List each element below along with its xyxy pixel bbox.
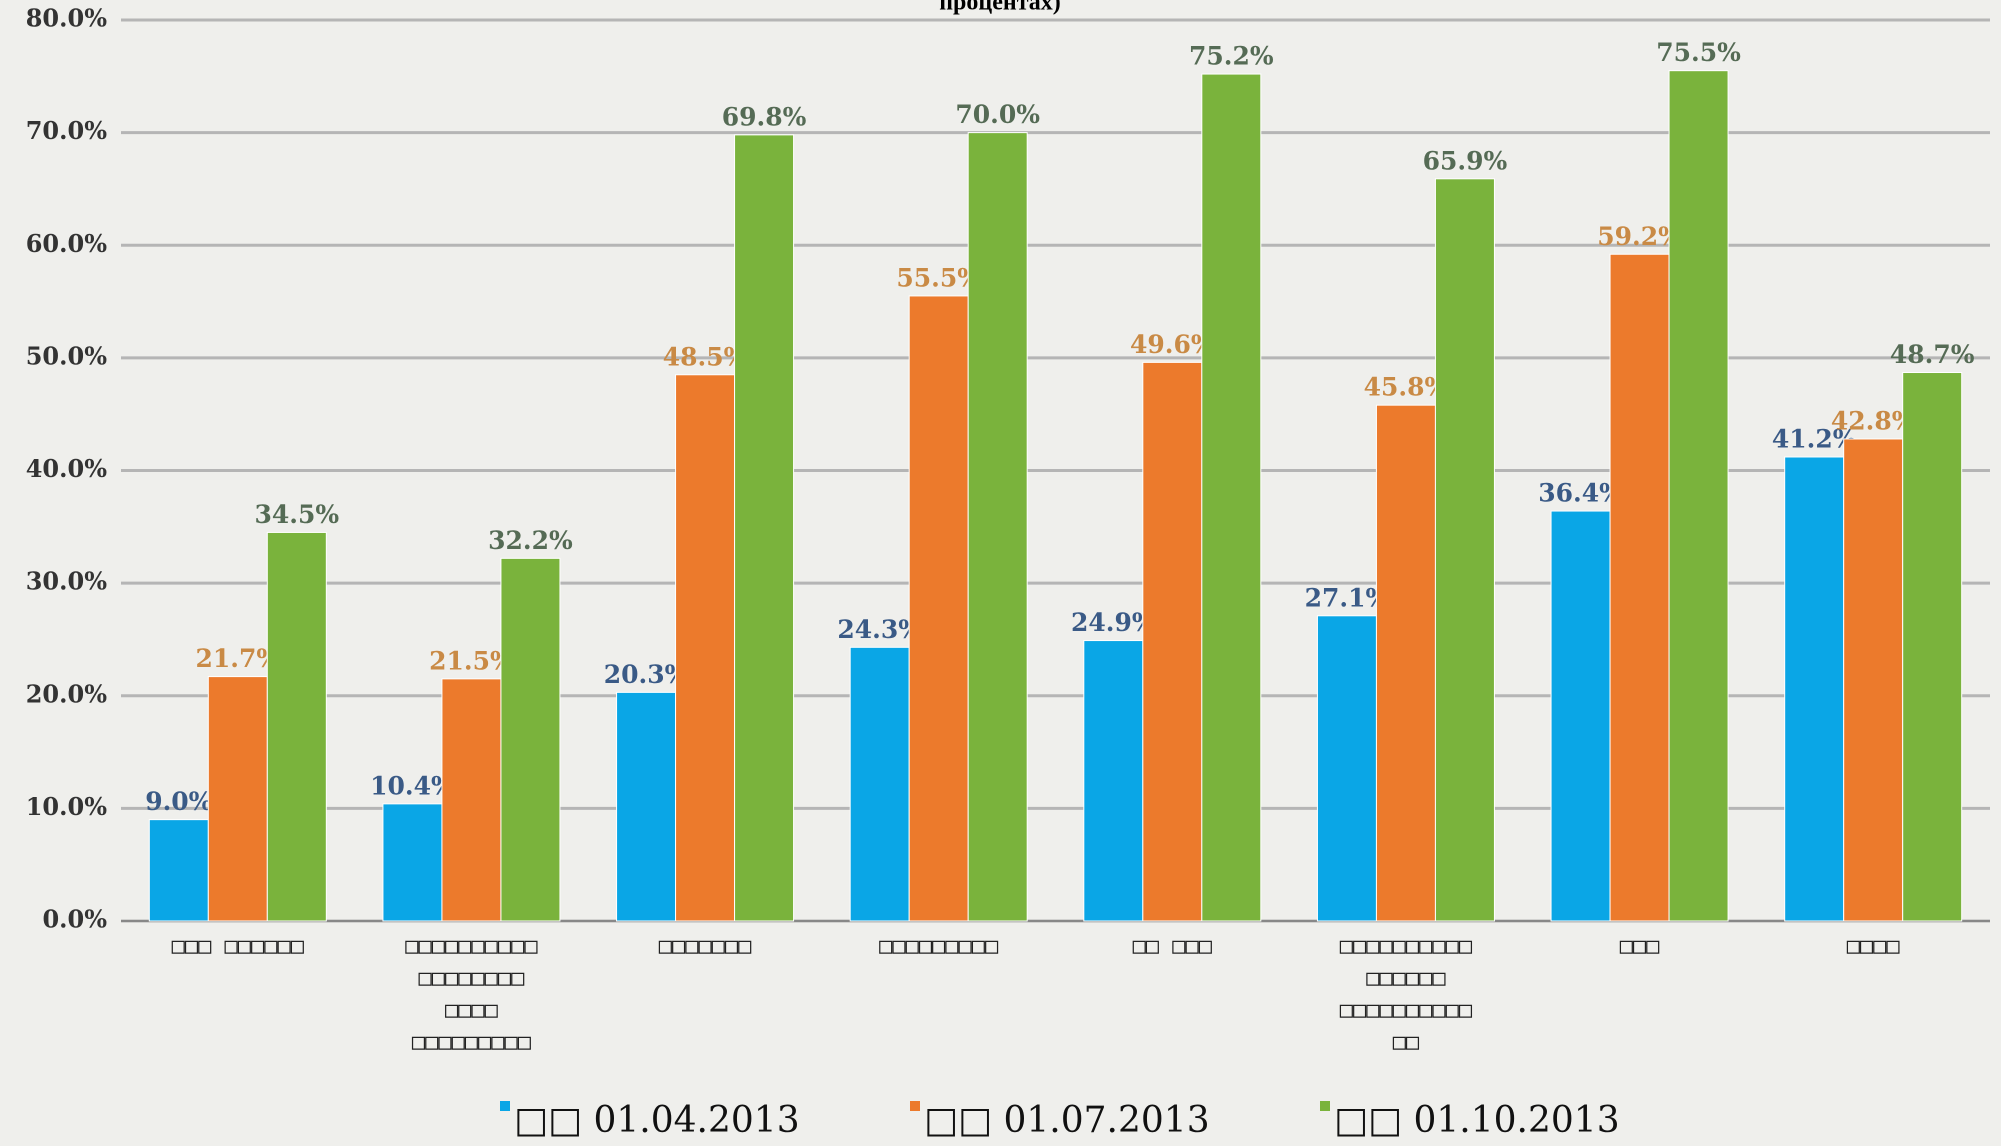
bar	[1317, 616, 1376, 921]
legend-swatch	[500, 1101, 510, 1111]
bar	[501, 558, 560, 921]
bar	[968, 133, 1027, 921]
y-tick-label: 80.0%	[26, 4, 107, 33]
x-tick-label: □□ □□□	[1062, 931, 1282, 963]
y-tick-label: 30.0%	[26, 567, 107, 596]
x-tick-label: □□□□	[1763, 931, 1983, 963]
bar	[1376, 405, 1435, 921]
y-tick-label: 50.0%	[26, 341, 107, 370]
x-tick-label: □□□□□□□	[595, 931, 815, 963]
value-label: 70.0%	[955, 100, 1040, 129]
value-label: 75.5%	[1656, 38, 1741, 67]
bar	[617, 692, 676, 921]
x-tick-label: □□□□□□□□□□ □□□□□□□□ □□□□ □□□□□□□□□	[361, 931, 581, 1059]
value-label: 65.9%	[1423, 146, 1508, 175]
value-label: 32.2%	[488, 526, 573, 555]
bar	[735, 135, 794, 921]
bar	[267, 532, 326, 921]
bar	[1435, 179, 1494, 921]
bar	[442, 679, 501, 921]
legend-label: □□ 01.04.2013	[514, 1100, 800, 1141]
y-tick-label: 20.0%	[26, 679, 107, 708]
bar	[1669, 71, 1728, 921]
value-label: 34.5%	[254, 500, 339, 529]
legend-label: □□ 01.10.2013	[1334, 1100, 1620, 1141]
bar	[208, 677, 267, 921]
y-tick-label: 70.0%	[26, 116, 107, 145]
bar	[383, 804, 442, 921]
bar	[1610, 254, 1669, 921]
bar	[149, 820, 208, 921]
legend-swatch	[910, 1101, 920, 1111]
value-label: 75.2%	[1189, 42, 1274, 71]
chart-title: процентах)	[939, 0, 1061, 16]
bar	[1903, 373, 1962, 921]
y-tick-label: 60.0%	[26, 229, 107, 258]
y-tick-label: 10.0%	[26, 792, 107, 821]
bar	[1551, 511, 1610, 921]
bar	[909, 296, 968, 921]
chart: процентах) 0.0% 10.0% 20.0% 30.0% 40.0% 50.0%…	[0, 0, 2001, 1146]
value-label: 69.8%	[722, 102, 807, 131]
value-label: 48.7%	[1890, 340, 1975, 369]
y-tick-label: 0.0%	[42, 905, 107, 934]
bar	[1844, 439, 1903, 921]
x-tick-label: □□□	[1530, 931, 1750, 963]
bar	[1785, 457, 1844, 921]
legend-swatch	[1320, 1101, 1330, 1111]
bar	[676, 375, 735, 921]
x-tick-label: □□□□□□□□□	[829, 931, 1049, 963]
bar	[1143, 362, 1202, 921]
legend-label: □□ 01.07.2013	[924, 1100, 1210, 1141]
bar	[850, 647, 909, 921]
x-tick-label: □□□□□□□□□□ □□□□□□ □□□□□□□□□□ □□	[1296, 931, 1516, 1059]
x-tick-label: □□□ □□□□□□	[128, 931, 348, 963]
page: процентах) 0.0% 10.0% 20.0% 30.0% 40.0% 50.0%…	[0, 0, 2001, 1146]
bar	[1084, 641, 1143, 921]
y-tick-label: 40.0%	[26, 454, 107, 483]
bar	[1202, 74, 1261, 921]
value-label: 9.0%	[145, 787, 212, 816]
